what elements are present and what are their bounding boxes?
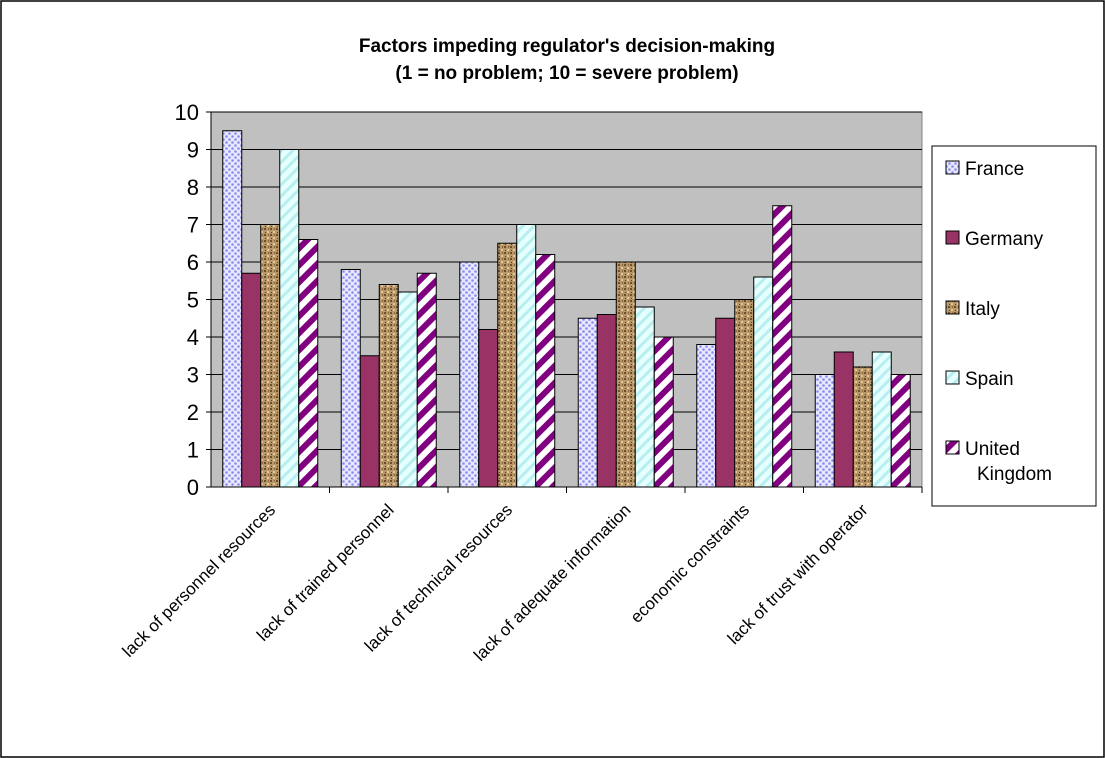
bar-germany xyxy=(715,317,736,488)
bar-united-kingdom xyxy=(890,374,911,488)
bar-germany xyxy=(359,355,380,488)
legend-label: United xyxy=(965,439,1020,460)
bar-spain xyxy=(279,149,300,488)
bar-spain xyxy=(397,291,418,488)
bar-spain xyxy=(516,224,537,488)
bar-united-kingdom xyxy=(653,336,674,488)
bar-italy xyxy=(852,366,873,488)
bar-germany xyxy=(833,351,854,488)
bar-germany xyxy=(596,314,617,488)
legend-label: Spain xyxy=(965,369,1014,390)
bar-spain xyxy=(634,306,655,488)
bar-france xyxy=(814,374,835,488)
legend-swatch xyxy=(945,440,960,455)
legend-swatch xyxy=(945,300,960,315)
legend-swatch xyxy=(945,370,960,385)
bar-france xyxy=(696,344,717,488)
bar-united-kingdom xyxy=(298,239,319,488)
bar-italy xyxy=(497,242,518,488)
y-tick-label: 8 xyxy=(187,175,199,200)
bar-italy xyxy=(260,224,281,488)
gridlines xyxy=(211,111,922,450)
y-tick-label: 4 xyxy=(187,325,199,350)
y-tick-label: 3 xyxy=(187,363,199,388)
bar-france xyxy=(222,130,243,488)
bars xyxy=(222,130,911,488)
bar-italy xyxy=(734,299,755,488)
legend-swatch xyxy=(945,160,960,175)
bar-united-kingdom xyxy=(535,254,556,488)
y-tick-label: 5 xyxy=(187,288,199,313)
legend-label: Germany xyxy=(965,229,1044,250)
bar-germany xyxy=(478,329,499,488)
chart-subtitle: (1 = no problem; 10 = severe problem) xyxy=(395,63,738,84)
y-tick-label: 10 xyxy=(175,100,199,125)
y-tick-label: 1 xyxy=(187,438,199,463)
legend-label: France xyxy=(965,159,1024,180)
chart-title: Factors impeding regulator's decision-ma… xyxy=(359,36,775,57)
legend-box xyxy=(931,145,1097,507)
bar-united-kingdom xyxy=(416,272,437,488)
bar-germany xyxy=(241,272,262,488)
bar-italy xyxy=(615,261,636,488)
bar-italy xyxy=(378,284,399,488)
bar-spain xyxy=(871,351,892,488)
y-tick-label: 0 xyxy=(187,475,199,500)
y-tick-label: 2 xyxy=(187,400,199,425)
legend-label: Kingdom xyxy=(977,464,1052,485)
y-axis-ticks: 0 1 2 3 4 5 6 7 8 9 10 xyxy=(175,100,211,500)
bar-spain xyxy=(753,276,774,488)
bar-united-kingdom xyxy=(772,205,793,488)
legend-swatch xyxy=(945,230,960,245)
y-tick-label: 7 xyxy=(187,213,199,238)
legend-label: Italy xyxy=(965,299,1000,320)
legend: France Germany Italy Spain United Kingdom xyxy=(931,145,1097,507)
bar-france xyxy=(340,269,361,488)
y-tick-label: 6 xyxy=(187,250,199,275)
y-tick-label: 9 xyxy=(187,138,199,163)
bar-france xyxy=(459,261,480,488)
bar-france xyxy=(577,317,598,488)
